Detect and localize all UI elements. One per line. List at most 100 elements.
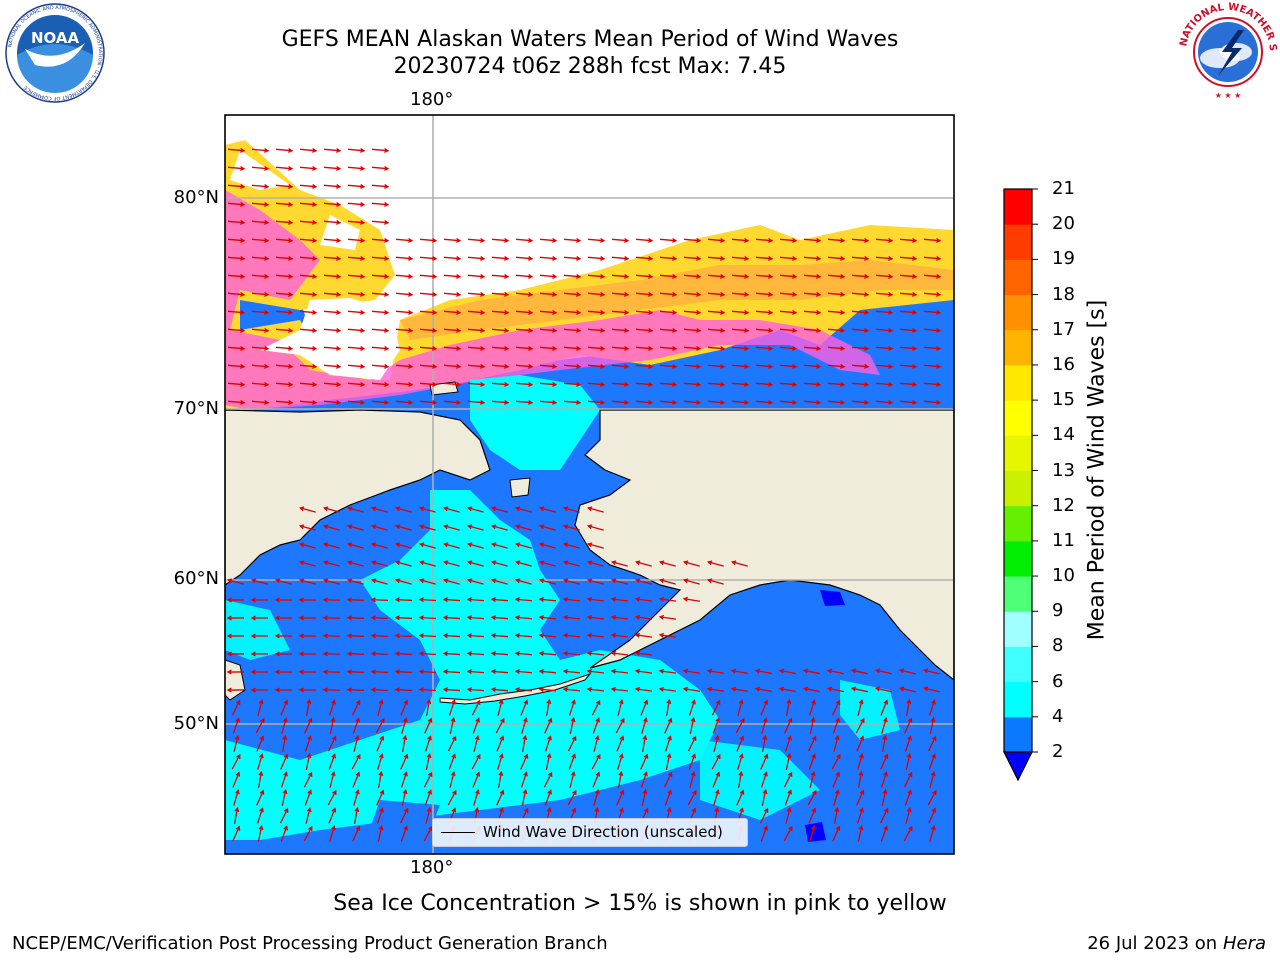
wind-wave-arrow — [903, 771, 913, 788]
wind-wave-arrow — [563, 399, 582, 405]
wind-wave-arrow — [418, 651, 437, 657]
wind-wave-arrow — [274, 651, 293, 657]
wind-wave-arrow — [778, 686, 796, 693]
wind-wave-arrow — [707, 345, 726, 351]
wind-wave-arrow — [928, 807, 937, 824]
wind-wave-arrow — [904, 717, 913, 734]
wind-wave-arrow — [323, 183, 342, 189]
wind-wave-arrow — [545, 698, 552, 716]
colorbar-tick-label: 8 — [1052, 635, 1064, 657]
wind-wave-arrow — [809, 716, 816, 734]
wind-wave-arrow — [539, 255, 558, 261]
wind-wave-arrow — [442, 524, 460, 531]
colorbar-swatch — [1004, 505, 1032, 542]
wind-wave-arrow — [227, 345, 246, 351]
wind-wave-arrow — [304, 789, 312, 806]
wind-wave-arrow — [634, 578, 652, 585]
colorbar-tick-label: 21 — [1052, 178, 1075, 199]
wind-wave-arrow — [802, 686, 820, 693]
wind-wave-arrow — [400, 771, 408, 788]
wind-wave-arrow — [929, 825, 936, 842]
lat-label-70: 70°N — [173, 398, 219, 419]
wind-wave-arrow — [490, 651, 509, 657]
wind-wave-arrow — [616, 789, 625, 806]
wind-wave-arrow — [227, 255, 246, 261]
wind-wave-arrow — [251, 399, 270, 405]
wind-wave-arrow — [779, 327, 798, 333]
wind-wave-arrow — [755, 309, 774, 315]
wind-wave-arrow — [586, 578, 604, 585]
colorbar-swatch — [1004, 716, 1032, 753]
wind-wave-arrow — [377, 824, 384, 842]
wind-wave-arrow — [371, 219, 390, 225]
wind-wave-arrow — [562, 650, 581, 656]
wind-wave-arrow — [371, 345, 390, 351]
wind-wave-arrow — [809, 825, 816, 842]
wind-wave-arrow — [394, 542, 412, 549]
wind-wave-arrow — [395, 327, 414, 333]
wind-wave-arrow — [610, 578, 628, 585]
wind-wave-arrow — [833, 734, 840, 752]
wind-wave-arrow — [586, 542, 604, 549]
wind-wave-arrow — [779, 255, 798, 261]
wind-wave-arrow — [610, 632, 629, 638]
wind-wave-arrow — [803, 327, 822, 333]
wind-wave-arrow — [327, 789, 337, 806]
wind-wave-arrow — [490, 687, 509, 693]
colorbar-swatch — [1004, 611, 1032, 647]
wind-wave-arrow — [587, 363, 606, 369]
wind-wave-arrow — [275, 165, 294, 171]
wind-wave-arrow — [395, 309, 414, 315]
wind-wave-arrow — [904, 789, 912, 806]
wind-wave-arrow — [423, 771, 433, 788]
wind-wave-arrow — [544, 789, 552, 806]
wind-wave-arrow — [467, 237, 486, 243]
wind-wave-arrow — [299, 363, 318, 369]
wind-wave-arrow — [803, 255, 822, 261]
wind-wave-arrow — [857, 753, 864, 770]
wind-wave-arrow — [395, 363, 414, 369]
wind-wave-arrow — [418, 524, 436, 531]
wind-wave-arrow — [563, 345, 582, 351]
wind-wave-arrow — [611, 255, 630, 261]
wind-wave-arrow — [779, 309, 798, 315]
wind-wave-arrow — [634, 560, 652, 567]
wind-wave-arrow — [274, 669, 293, 675]
wind-wave-arrow — [562, 506, 580, 513]
wind-wave-arrow — [352, 825, 361, 842]
wind-wave-arrow — [538, 542, 556, 549]
wind-wave-arrow — [899, 309, 918, 315]
wind-wave-arrow — [759, 807, 769, 824]
wind-wave-arrow — [587, 327, 606, 333]
wind-wave-arrow — [395, 399, 414, 405]
wind-wave-arrow — [514, 615, 533, 621]
colorbar-tick-label: 10 — [1052, 565, 1075, 587]
wind-wave-arrow — [563, 255, 582, 261]
wind-wave-arrow — [514, 542, 532, 549]
wind-wave-arrow — [803, 363, 822, 369]
wind-wave-arrow — [419, 399, 438, 405]
wind-wave-arrow — [538, 578, 556, 585]
wind-wave-arrow — [275, 237, 294, 243]
wind-wave-arrow — [303, 825, 313, 842]
wind-wave-arrow — [593, 734, 600, 752]
wind-wave-arrow — [539, 237, 558, 243]
wind-wave-arrow — [827, 309, 846, 315]
wind-wave-arrow — [257, 698, 264, 716]
wind-wave-arrow — [323, 309, 342, 315]
wind-wave-arrow — [394, 578, 412, 585]
wind-wave-arrow — [515, 345, 534, 351]
wind-wave-arrow — [419, 255, 438, 261]
wind-wave-arrow — [538, 506, 556, 513]
wind-wave-arrow — [467, 345, 486, 351]
wind-wave-arrow — [784, 735, 792, 752]
wind-wave-arrow — [328, 753, 336, 770]
wind-wave-arrow — [779, 237, 798, 243]
wind-wave-arrow — [280, 825, 288, 842]
wind-wave-arrow — [447, 735, 457, 752]
wind-wave-arrow — [538, 597, 557, 602]
wind-wave-arrow — [491, 273, 510, 279]
wind-wave-arrow — [929, 770, 936, 788]
wind-wave-arrow — [251, 147, 270, 153]
wind-wave-arrow — [496, 735, 505, 752]
